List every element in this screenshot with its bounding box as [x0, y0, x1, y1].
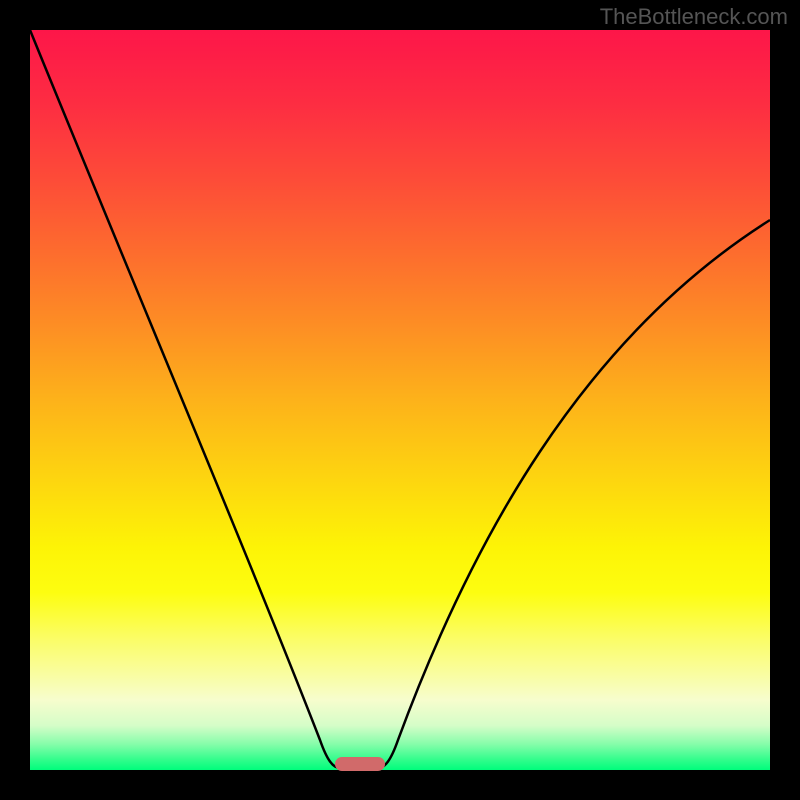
plot-gradient-background: [30, 30, 770, 770]
watermark-text: TheBottleneck.com: [600, 4, 788, 29]
bottleneck-chart: TheBottleneck.com: [0, 0, 800, 800]
trough-marker: [335, 757, 385, 771]
